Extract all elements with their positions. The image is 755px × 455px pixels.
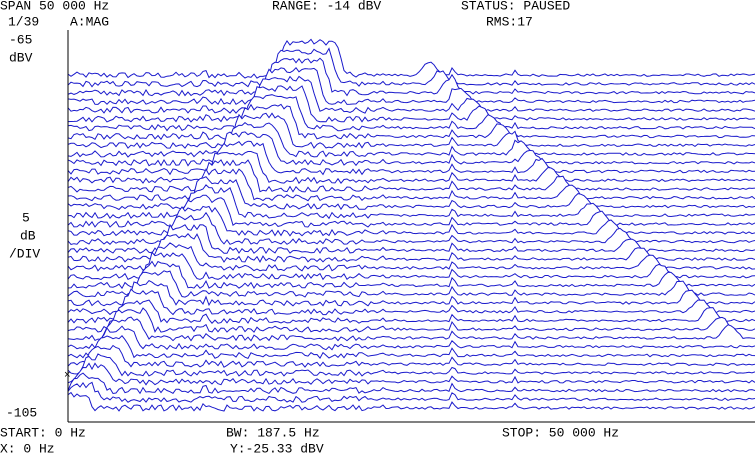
bottom-value: -105	[6, 405, 37, 420]
trace	[68, 140, 755, 176]
trace	[68, 242, 755, 272]
trace	[68, 335, 755, 360]
trace	[68, 159, 755, 194]
trace	[68, 325, 755, 351]
span-label: SPAN 50 000 Hz	[0, 0, 109, 13]
trace	[68, 279, 755, 307]
trace	[68, 75, 755, 114]
trace	[68, 38, 755, 79]
trace	[68, 103, 755, 141]
scale-unit: dB	[20, 228, 36, 243]
trace	[68, 131, 755, 167]
trace	[68, 168, 755, 202]
scale-per: /DIV	[9, 246, 40, 261]
trace	[68, 381, 755, 403]
top-unit: dBV	[9, 50, 33, 65]
scale-value: 5	[22, 210, 30, 225]
trace	[68, 112, 755, 149]
rms-label: RMS:17	[486, 14, 533, 29]
record-label: 1/39	[8, 14, 39, 29]
trace	[68, 270, 755, 298]
bw-label: BW: 187.5 Hz	[226, 425, 320, 440]
mode-label: A:MAG	[70, 14, 109, 29]
trace	[68, 85, 755, 123]
status-label: STATUS: PAUSED	[461, 0, 570, 13]
trace	[68, 362, 755, 386]
trace	[68, 260, 755, 290]
y-readout: Y:-25.33 dBV	[230, 441, 324, 455]
trace	[68, 372, 755, 395]
trace	[68, 57, 755, 97]
x-readout: X: 0 Hz	[0, 441, 55, 455]
trace	[68, 344, 755, 368]
marker: ×	[64, 370, 71, 382]
trace	[68, 288, 755, 316]
top-value: -65	[9, 32, 32, 47]
trace	[68, 67, 755, 106]
trace	[68, 251, 755, 281]
trace	[68, 299, 755, 324]
trace	[68, 316, 755, 342]
trace	[68, 353, 755, 377]
trace	[68, 205, 755, 237]
trace	[68, 211, 755, 245]
range-label: RANGE: -14 dBV	[272, 0, 381, 13]
trace-mask	[68, 392, 755, 422]
stop-label: STOP: 50 000 Hz	[502, 425, 619, 440]
trace	[68, 391, 755, 412]
trace	[68, 121, 755, 158]
start-label: START: 0 Hz	[0, 425, 86, 440]
trace	[68, 94, 755, 132]
trace	[68, 151, 755, 185]
trace	[68, 47, 755, 88]
trace	[68, 233, 755, 263]
waterfall	[68, 38, 755, 422]
trace	[68, 307, 755, 333]
